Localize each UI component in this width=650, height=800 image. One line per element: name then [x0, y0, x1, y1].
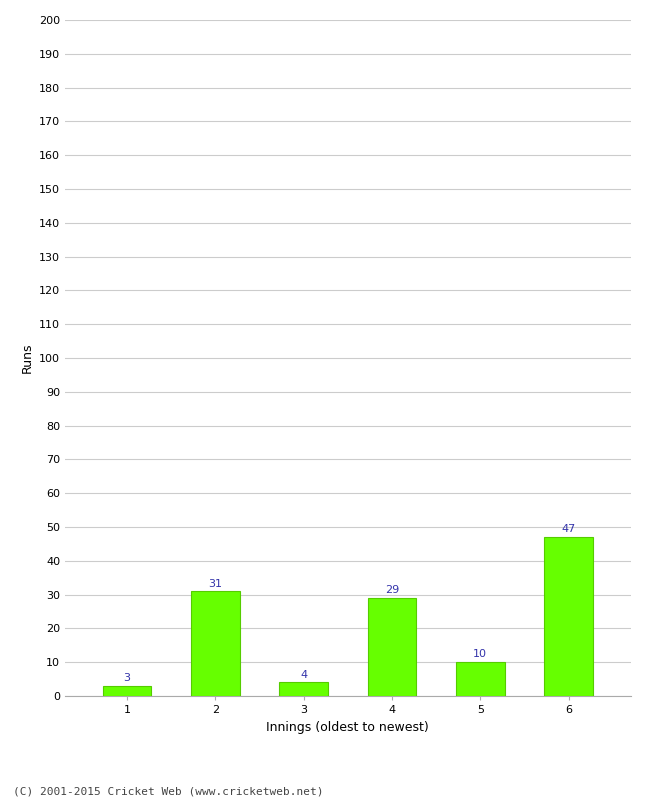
Bar: [368, 598, 416, 696]
Bar: [280, 682, 328, 696]
Text: 4: 4: [300, 670, 307, 680]
Text: 29: 29: [385, 586, 399, 595]
X-axis label: Innings (oldest to newest): Innings (oldest to newest): [266, 721, 429, 734]
Text: 10: 10: [473, 650, 488, 659]
Bar: [544, 537, 593, 696]
Text: 47: 47: [562, 525, 576, 534]
Y-axis label: Runs: Runs: [20, 342, 33, 374]
Bar: [191, 591, 239, 696]
Bar: [456, 662, 504, 696]
Text: 31: 31: [208, 578, 222, 589]
Text: (C) 2001-2015 Cricket Web (www.cricketweb.net): (C) 2001-2015 Cricket Web (www.cricketwe…: [13, 786, 324, 796]
Text: 3: 3: [124, 673, 131, 683]
Bar: [103, 686, 151, 696]
